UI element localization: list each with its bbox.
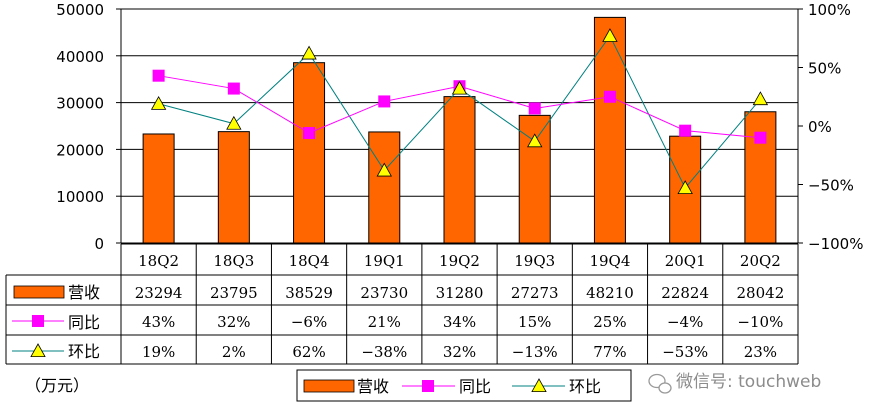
tongbi-point-18Q3 (227, 82, 240, 95)
tongbi-value-18Q3: 32% (217, 313, 250, 331)
bar-18Q4 (293, 62, 326, 244)
legend-key-huanbi-marker (531, 378, 547, 393)
huanbi-value-19Q1: −38% (361, 343, 407, 361)
huanbi-point-20Q1 (677, 180, 693, 195)
revenue-value-19Q3: 27273 (511, 284, 559, 302)
tongbi-value-19Q2: 34% (443, 313, 476, 331)
legend-label-huanbi: 环比 (569, 377, 601, 396)
tongbi-value-20Q1: −4% (667, 313, 703, 331)
tongbi-value-19Q3: 15% (518, 313, 551, 331)
tongbi-point-19Q1 (378, 95, 391, 108)
category-label: 18Q4 (289, 252, 330, 270)
revenue-value-18Q4: 38529 (285, 284, 333, 302)
huanbi-point-19Q4 (602, 28, 618, 42)
revenue-value-19Q1: 23730 (360, 284, 408, 302)
y-tick-label: 50000 (56, 1, 104, 19)
bar-18Q3 (217, 131, 250, 244)
huanbi-value-20Q2: 23% (744, 343, 777, 361)
legend-key-tongbi-marker (422, 380, 434, 392)
huanbi-value-20Q1: −53% (662, 343, 708, 361)
row-key-revenue (13, 285, 65, 299)
row-label-revenue: 营收 (68, 283, 100, 302)
tongbi-point-19Q3 (528, 102, 541, 115)
revenue-value-18Q2: 23294 (135, 284, 183, 302)
category-label: 19Q2 (439, 252, 480, 270)
bar-18Q2 (142, 133, 175, 244)
revenue-value-20Q2: 28042 (737, 284, 785, 302)
huanbi-point-19Q3 (527, 133, 543, 148)
huanbi-point-20Q2 (752, 91, 769, 106)
huanbi-value-19Q4: 77% (593, 343, 626, 361)
y2-tick-label: 50% (808, 60, 841, 78)
y-tick-label: 20000 (56, 141, 104, 159)
revenue-value-19Q4: 48210 (586, 284, 634, 302)
tongbi-value-20Q2: −10% (737, 313, 783, 331)
y2-tick-label: −100% (808, 235, 863, 253)
huanbi-value-18Q4: 62% (292, 343, 325, 361)
tongbi-point-18Q2 (152, 69, 165, 82)
row-label-huanbi: 环比 (68, 342, 100, 361)
tongbi-point-20Q2 (754, 131, 767, 144)
huanbi-value-19Q2: 32% (443, 343, 476, 361)
tongbi-value-18Q4: −6% (291, 313, 327, 331)
category-label: 19Q4 (589, 252, 630, 270)
y2-tick-label: −50% (808, 177, 854, 195)
tongbi-value-19Q4: 25% (593, 313, 626, 331)
legend-label-tongbi: 同比 (459, 377, 491, 396)
y2-tick-label: 100% (808, 1, 851, 19)
revenue-value-18Q3: 23795 (210, 284, 258, 302)
watermark-text: 微信号: touchweb (676, 372, 821, 392)
revenue-value-19Q2: 31280 (436, 284, 484, 302)
y-tick-label: 30000 (56, 95, 104, 113)
huanbi-point-18Q2 (150, 95, 167, 110)
wechat-bubble-large (648, 373, 666, 389)
legend-label-revenue: 营收 (357, 377, 389, 396)
tongbi-value-19Q1: 21% (368, 313, 401, 331)
bar-19Q2 (443, 96, 476, 244)
legend-key-revenue (303, 379, 355, 393)
category-label: 18Q3 (213, 252, 254, 270)
wechat-bubble-small (658, 382, 672, 394)
y-tick-label: 10000 (56, 188, 104, 206)
bar-20Q2 (744, 111, 777, 244)
wechat-logo-icon (648, 373, 672, 394)
row-key-tongbi-marker (32, 315, 44, 327)
bar-19Q1 (368, 131, 401, 244)
row-label-tongbi: 同比 (68, 313, 100, 332)
huanbi-point-19Q1 (376, 162, 392, 177)
category-label: 19Q3 (514, 252, 555, 270)
huanbi-value-18Q2: 19% (142, 343, 175, 361)
y-tick-label: 40000 (56, 48, 104, 66)
category-label: 20Q2 (740, 252, 781, 270)
y-tick-label: 0 (94, 235, 104, 253)
tongbi-point-20Q1 (679, 124, 692, 137)
y2-tick-label: 0% (808, 118, 832, 136)
category-label: 20Q1 (665, 252, 706, 270)
category-label: 19Q1 (364, 252, 405, 270)
row-key-huanbi-marker (30, 343, 46, 358)
tongbi-point-19Q4 (603, 90, 616, 103)
huanbi-value-18Q3: 2% (222, 343, 246, 361)
unit-label: （万元） (25, 376, 89, 395)
huanbi-point-19Q2 (451, 80, 468, 95)
revenue-value-20Q1: 22824 (661, 284, 709, 302)
category-label: 18Q2 (138, 252, 179, 270)
huanbi-point-18Q3 (226, 115, 242, 130)
huanbi-value-19Q3: −13% (512, 343, 558, 361)
tongbi-value-18Q2: 43% (142, 313, 175, 331)
huanbi-point-18Q4 (301, 45, 317, 60)
tongbi-point-18Q4 (303, 127, 316, 140)
